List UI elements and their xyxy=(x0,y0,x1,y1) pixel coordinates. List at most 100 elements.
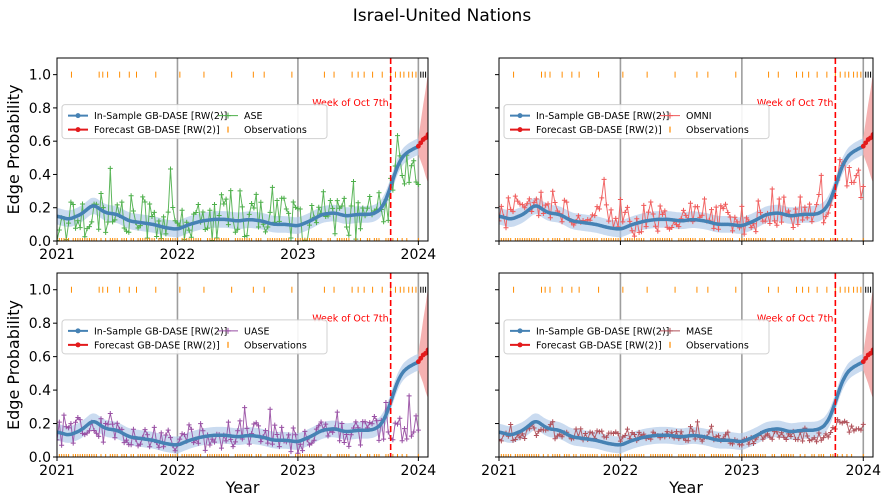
gbdase-point xyxy=(231,218,235,222)
uase-point xyxy=(144,432,150,438)
omni-point xyxy=(807,201,813,207)
gbdase-point xyxy=(161,441,165,445)
mase-point xyxy=(844,420,850,426)
omni-point xyxy=(545,201,551,207)
axes-frame xyxy=(498,272,874,458)
omni-point xyxy=(638,229,644,235)
gbdase-point xyxy=(783,213,788,217)
gbdase-point xyxy=(589,438,593,442)
uase-point xyxy=(323,421,329,427)
gbdase-point xyxy=(834,180,839,185)
legend-marker xyxy=(517,127,523,133)
gbdase-point xyxy=(156,440,160,444)
gbdase-point xyxy=(667,433,671,437)
y-tick-label: 0.4 xyxy=(29,167,51,183)
ase-point xyxy=(244,233,250,239)
omni-point xyxy=(844,183,850,189)
gbdase-point xyxy=(669,218,674,222)
forecast-point xyxy=(418,355,424,361)
gbdase-point xyxy=(110,427,115,432)
gbdase-point xyxy=(815,212,819,216)
gbdase-point xyxy=(742,439,746,443)
gbdase-point xyxy=(626,224,630,228)
gbdase-point xyxy=(190,222,194,226)
gbdase-point xyxy=(686,218,691,222)
uase-point xyxy=(121,440,127,446)
gbdase-point xyxy=(664,433,669,437)
gbdase-point xyxy=(346,214,351,218)
mase-point xyxy=(608,430,614,436)
gbdase-point xyxy=(202,435,206,439)
mase-point xyxy=(531,425,537,431)
ase-point xyxy=(249,201,255,207)
gbdase-point xyxy=(313,216,317,220)
uase-point xyxy=(142,427,148,433)
gbdase-point xyxy=(640,436,644,440)
gbdase-point xyxy=(652,218,657,222)
gbdase-point xyxy=(301,438,305,442)
uase-point xyxy=(232,439,238,445)
omni-point xyxy=(860,183,866,189)
forecast-point xyxy=(870,132,873,137)
mase-point xyxy=(804,433,810,439)
gbdase-point xyxy=(74,430,78,434)
omni-point xyxy=(713,204,719,210)
gbdase-point xyxy=(521,428,525,432)
gbdase-point xyxy=(825,420,829,424)
gbdase-point xyxy=(137,220,141,224)
gbdase-point xyxy=(132,220,136,224)
ase-point xyxy=(112,217,118,223)
mase-point xyxy=(512,437,518,443)
gbdase-point xyxy=(613,443,618,447)
uase-point xyxy=(262,428,268,434)
uase-point xyxy=(179,431,185,437)
gbdase-point xyxy=(730,223,734,227)
x-tick-label: 2024 xyxy=(845,463,881,479)
uase-point xyxy=(212,439,218,445)
uase-point xyxy=(300,448,306,454)
gbdase-point xyxy=(298,439,302,443)
gbdase-point xyxy=(185,223,189,227)
uase-point xyxy=(251,421,257,427)
ase-point xyxy=(154,233,160,239)
ase-point xyxy=(281,195,287,201)
omni-point xyxy=(601,176,607,182)
omni-point xyxy=(515,198,521,204)
gbdase-point xyxy=(764,429,768,433)
gbdase-point xyxy=(139,437,143,441)
uase-point xyxy=(318,419,324,425)
omni-point xyxy=(645,209,651,215)
gbdase-point xyxy=(545,426,550,430)
gbdase-point xyxy=(108,427,112,431)
gbdase-point xyxy=(689,218,693,222)
gbdase-point xyxy=(142,221,146,225)
gbdase-point xyxy=(689,434,693,438)
gbdase-point xyxy=(255,434,259,438)
omni-point xyxy=(564,199,570,205)
omni-point xyxy=(659,211,665,217)
gbdase-point xyxy=(209,218,213,222)
uase-point xyxy=(353,419,359,425)
mase-point xyxy=(823,431,829,437)
legend-label: MASE xyxy=(686,326,713,337)
gbdase-point xyxy=(245,434,249,438)
uase-point xyxy=(230,444,236,450)
gbdase-point xyxy=(657,217,661,221)
uase-point xyxy=(123,437,129,443)
gbdase-point xyxy=(281,438,286,442)
ase-point xyxy=(286,210,292,216)
legend-label: Observations xyxy=(244,340,307,351)
gbdase-point xyxy=(822,423,827,427)
gbdase-point xyxy=(118,430,122,434)
ase-point xyxy=(341,195,347,201)
mase-point xyxy=(816,430,822,436)
gbdase-point xyxy=(550,211,555,215)
forecast-point xyxy=(860,359,866,365)
gbdase-point xyxy=(601,440,606,444)
uase-point xyxy=(290,425,296,431)
gbdase-point xyxy=(289,439,293,443)
gbdase-point xyxy=(623,225,627,229)
omni-point xyxy=(814,202,820,208)
legend-box xyxy=(61,104,328,140)
gbdase-point xyxy=(166,442,170,446)
